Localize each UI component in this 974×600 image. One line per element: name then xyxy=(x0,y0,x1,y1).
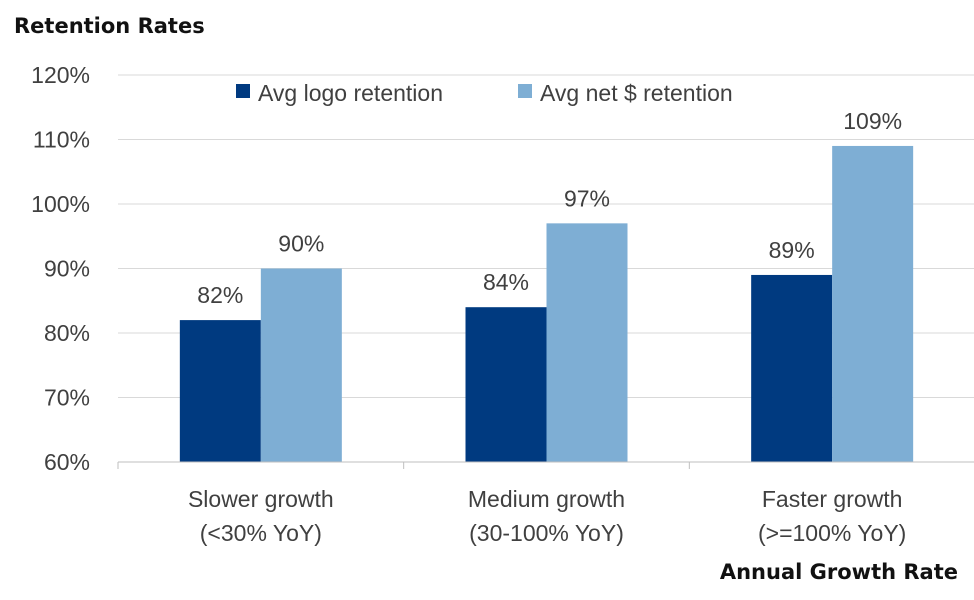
legend-swatch xyxy=(236,84,250,98)
legend-label: Avg logo retention xyxy=(258,80,443,106)
bar xyxy=(832,145,914,462)
y-tick-label: 110% xyxy=(33,127,90,153)
bar xyxy=(179,320,261,462)
y-tick-label: 60% xyxy=(44,449,90,475)
category-sublabel: (<30% YoY) xyxy=(200,520,322,546)
category-label: Slower growth xyxy=(188,486,334,512)
y-tick-label: 120% xyxy=(31,62,90,88)
legend-swatch xyxy=(518,84,532,98)
category-label: Medium growth xyxy=(468,486,625,512)
data-label: 89% xyxy=(769,237,815,263)
bars: 82% 90% 84% 97% 89% 109% xyxy=(179,108,914,462)
data-label: 82% xyxy=(197,282,243,308)
bar xyxy=(465,307,547,462)
y-tick-label: 100% xyxy=(31,191,90,217)
y-tick-label: 80% xyxy=(44,320,90,346)
x-axis-title: Annual Growth Rate xyxy=(720,560,958,584)
data-label: 90% xyxy=(278,231,324,257)
bar xyxy=(751,274,833,462)
category-sublabel: (>=100% YoY) xyxy=(758,520,906,546)
bar xyxy=(260,268,342,462)
legend: Avg logo retention Avg net $ retention xyxy=(236,80,733,106)
legend-label: Avg net $ retention xyxy=(540,80,733,106)
chart-title: Retention Rates xyxy=(14,14,205,38)
x-axis: Slower growth (<30% YoY) Medium growth (30-… xyxy=(117,461,974,546)
data-label: 84% xyxy=(483,269,529,295)
y-axis: 60% 70% 80% 90% 100% 110% 120% xyxy=(31,62,90,475)
bar xyxy=(546,223,628,462)
data-label: 109% xyxy=(843,108,902,134)
y-tick-label: 90% xyxy=(44,256,90,282)
data-label: 97% xyxy=(564,185,610,211)
category-sublabel: (30-100% YoY) xyxy=(469,520,624,546)
category-label: Faster growth xyxy=(762,486,903,512)
y-tick-label: 70% xyxy=(44,385,90,411)
